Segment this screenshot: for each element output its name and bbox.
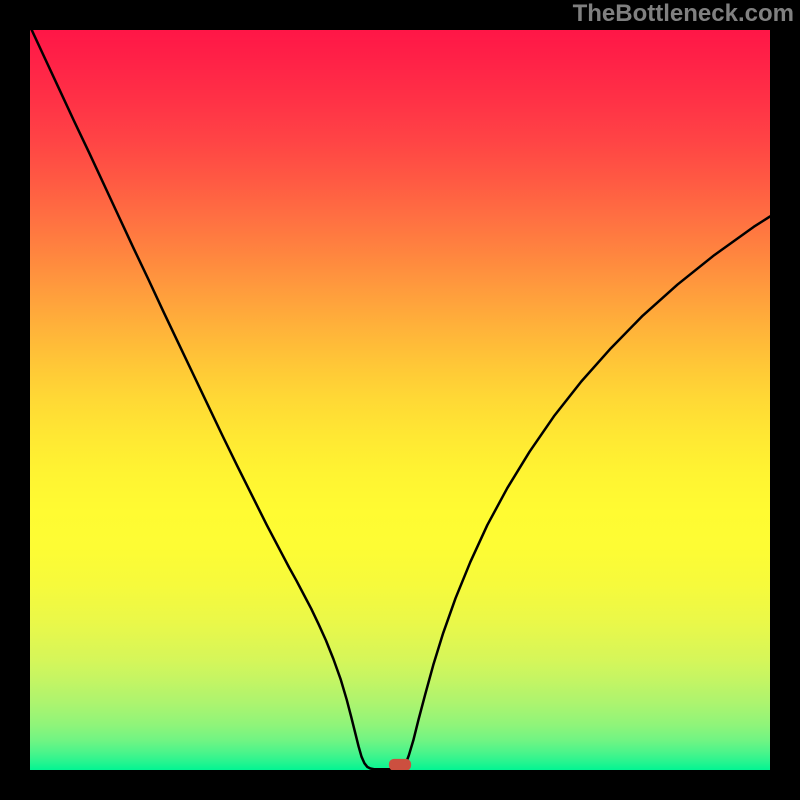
plot-background (30, 30, 770, 770)
plot-frame (30, 30, 770, 770)
stage: TheBottleneck.com (0, 0, 800, 800)
plot-svg (30, 30, 770, 770)
minimum-marker (389, 759, 411, 770)
watermark-text: TheBottleneck.com (573, 0, 794, 28)
